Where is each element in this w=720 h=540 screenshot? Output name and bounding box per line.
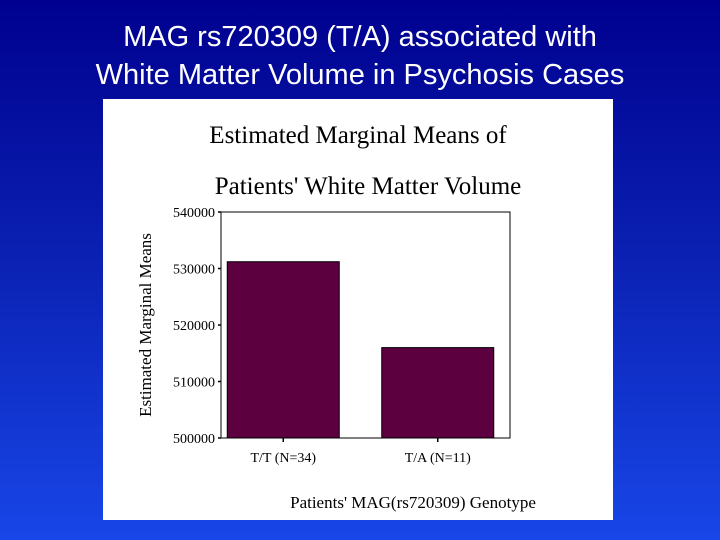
y-tick-label: 530000	[173, 263, 215, 278]
y-tick-label: 540000	[173, 206, 215, 221]
y-axis-label: Estimated Marginal Means	[136, 233, 155, 417]
slide-title: MAG rs720309 (T/A) associated with White…	[0, 18, 720, 94]
x-tick-label: T/T (N=34)	[250, 451, 316, 466]
chart-panel: Estimated Marginal Means of Patients' Wh…	[103, 99, 613, 520]
y-tick-label: 500000	[173, 432, 215, 447]
y-tick-label: 510000	[173, 376, 215, 391]
bar	[381, 347, 495, 439]
x-axis-label: Patients' MAG(rs720309) Genotype	[290, 493, 536, 512]
slide-title-line-1: MAG rs720309 (T/A) associated with	[123, 21, 597, 53]
bar-chart: Estimated Marginal Means of Patients' Wh…	[136, 122, 536, 512]
x-tick-label: T/A (N=11)	[405, 451, 471, 466]
chart-title-line-2: Patients' White Matter Volume	[215, 173, 522, 200]
chart-title-line-1: Estimated Marginal Means of	[209, 122, 507, 149]
slide-title-line-2: White Matter Volume in Psychosis Cases	[95, 59, 625, 91]
bar	[226, 261, 340, 439]
plot-area: 540000 530000 520000 510000 500000 T/T (N=34)…	[173, 206, 511, 466]
y-tick-label: 520000	[173, 319, 215, 334]
